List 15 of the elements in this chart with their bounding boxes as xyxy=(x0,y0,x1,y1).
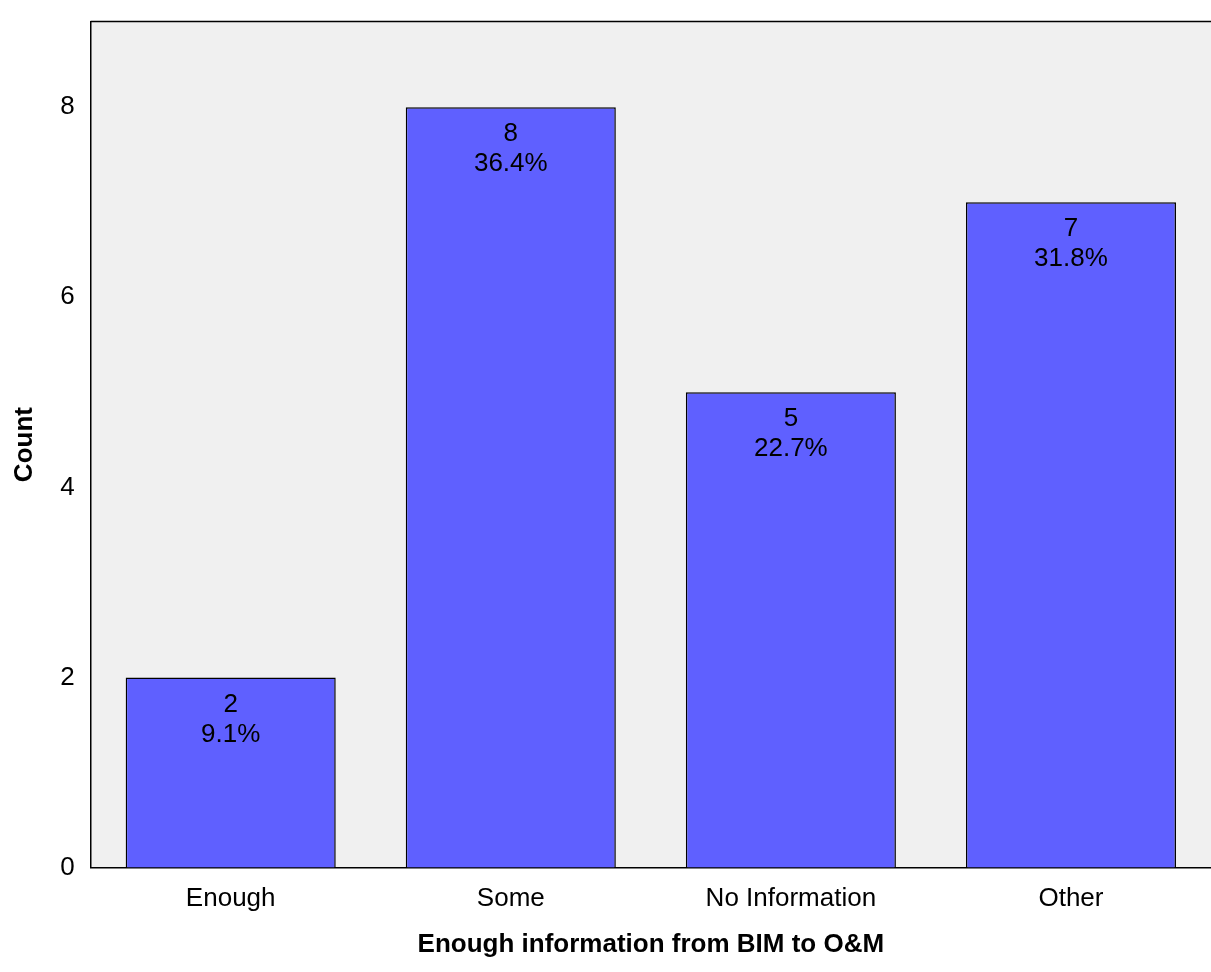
x-tick-label: Enough xyxy=(185,882,276,913)
data-label: 5 22.7% xyxy=(754,402,828,463)
y-tick-label: 4 xyxy=(60,470,75,501)
y-tick-label: 0 xyxy=(60,850,75,881)
y-tick-label: 8 xyxy=(60,90,75,121)
x-tick-label: Some xyxy=(476,882,545,913)
data-label: 7 31.8% xyxy=(1034,212,1108,273)
y-axis-title: Count xyxy=(7,406,38,483)
x-axis-title: Enough information from BIM to O&M xyxy=(417,927,885,958)
x-tick-label: Other xyxy=(1038,882,1104,913)
x-tick-label: No Information xyxy=(705,882,877,913)
data-label: 8 36.4% xyxy=(473,117,548,178)
y-tick-label: 2 xyxy=(60,660,75,691)
data-label: 2 9.1% xyxy=(201,687,261,748)
y-tick-label: 6 xyxy=(60,280,75,311)
